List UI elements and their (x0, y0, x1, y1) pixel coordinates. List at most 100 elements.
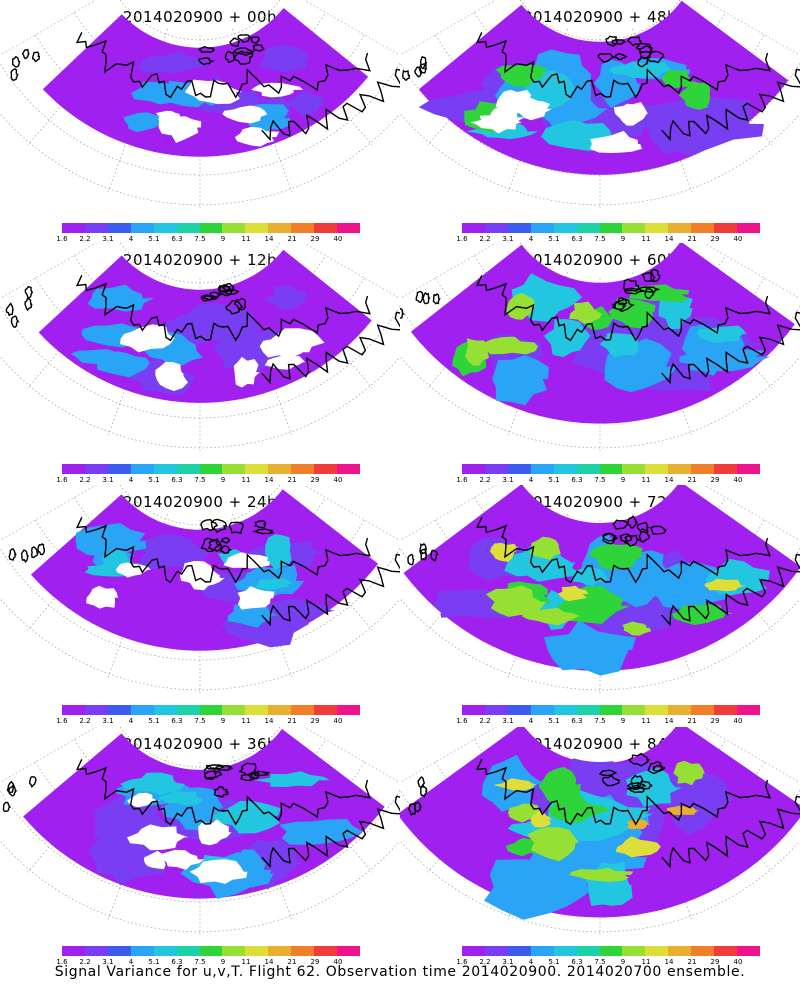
colorbar-tick-label: 3.1 (502, 717, 514, 725)
colorbar-tick-label: 14 (264, 717, 274, 725)
colorbar-labels: 1.6 2.2 3.1 4 5.1 6.3 7.5 9 11 14 21 29 40 (56, 717, 372, 727)
colorbar-swatch (599, 946, 623, 956)
colorbar-tick-label: 1.6 (456, 235, 468, 243)
colorbar-tick-label: 7.5 (594, 717, 606, 725)
map-84h (400, 727, 800, 935)
colorbar-tick-label: 11 (641, 235, 651, 243)
colorbar-swatch (199, 464, 223, 474)
colorbar-swatch (222, 946, 246, 956)
colorbar (462, 705, 760, 715)
colorbar-swatch (576, 223, 600, 233)
panel-title: 2014020900 + 36h (122, 735, 278, 753)
colorbar-tick-label: 5.1 (148, 717, 160, 725)
panel-title: 2014020900 + 24h (122, 493, 278, 511)
panel-title: 2014020900 + 60h (522, 251, 678, 269)
colorbar-tick-label: 3.1 (102, 235, 114, 243)
colorbar-swatch (62, 223, 85, 233)
colorbar-tick-label: 29 (710, 717, 720, 725)
variance-field (42, 8, 369, 157)
colorbar-labels: 1.6 2.2 3.1 4 5.1 6.3 7.5 9 11 14 21 29 40 (56, 958, 372, 968)
colorbar-swatch (314, 946, 338, 956)
colorbar-swatch (176, 464, 200, 474)
panel-title: 2014020900 + 00h (122, 8, 278, 26)
colorbar-swatch (576, 705, 600, 715)
colorbar (462, 223, 760, 233)
colorbar-tick-label: 6.3 (571, 717, 583, 725)
colorbar-swatch (337, 946, 360, 956)
colorbar-tick-label: 9 (220, 717, 226, 725)
colorbar-tick-label: 14 (664, 958, 674, 966)
colorbar-swatch (153, 946, 177, 956)
colorbar-tick-label: 3.1 (102, 958, 114, 966)
panel-title: 2014020900 + 72h (522, 493, 678, 511)
colorbar (62, 464, 360, 474)
colorbar-tick-label: 1.6 (456, 717, 468, 725)
colorbar-tick-label: 5.1 (148, 235, 160, 243)
colorbar-tick-label: 14 (264, 235, 274, 243)
colorbar (62, 946, 360, 956)
colorbar-labels: 1.6 2.2 3.1 4 5.1 6.3 7.5 9 11 14 21 29 40 (456, 958, 772, 968)
coastline (2, 759, 400, 869)
colorbar-swatch (622, 223, 646, 233)
colorbar-swatch (737, 705, 760, 715)
colorbar-tick-label: 3.1 (502, 476, 514, 484)
colorbar-tick-label: 21 (687, 476, 697, 484)
colorbar-swatch (507, 705, 531, 715)
colorbar-swatch (337, 223, 360, 233)
colorbar-labels: 1.6 2.2 3.1 4 5.1 6.3 7.5 9 11 14 21 29 40 (56, 235, 372, 245)
colorbar-swatch (62, 946, 85, 956)
colorbar-swatch (484, 705, 508, 715)
colorbar-swatch (691, 946, 715, 956)
colorbar-swatch (176, 946, 200, 956)
colorbar-tick-label: 7.5 (594, 235, 606, 243)
colorbar-tick-label: 11 (641, 958, 651, 966)
colorbar-swatch (291, 946, 315, 956)
map-panel-12h: 2014020900 + 12h 1.6 2.2 3.1 4 5.1 6.3 7.5 9 11 1… (0, 243, 400, 486)
colorbar-swatch (107, 223, 131, 233)
colorbar-swatch (668, 705, 692, 715)
variance-field (400, 727, 800, 920)
colorbar-tick-label: 29 (710, 476, 720, 484)
colorbar-tick-label: 6.3 (171, 235, 183, 243)
colorbar-swatch (714, 464, 738, 474)
colorbar-tick-label: 7.5 (594, 476, 606, 484)
colorbar-tick-label: 6.3 (571, 476, 583, 484)
colorbar-swatch (691, 464, 715, 474)
colorbar-labels: 1.6 2.2 3.1 4 5.1 6.3 7.5 9 11 14 21 29 40 (56, 476, 372, 486)
colorbar-swatch (314, 464, 338, 474)
colorbar-swatch (530, 464, 554, 474)
colorbar-tick-label: 1.6 (456, 958, 468, 966)
colorbar-tick-label: 3.1 (502, 958, 514, 966)
map-24h (0, 485, 400, 693)
colorbar-swatch (622, 705, 646, 715)
colorbar-labels: 1.6 2.2 3.1 4 5.1 6.3 7.5 9 11 14 21 29 40 (456, 476, 772, 486)
colorbar-swatch (268, 464, 292, 474)
colorbar-swatch (530, 705, 554, 715)
variance-field (403, 485, 800, 676)
colorbar-tick-label: 2.2 (479, 717, 491, 725)
colorbar-swatch (176, 223, 200, 233)
colorbar-swatch (130, 705, 154, 715)
colorbar-tick-label: 29 (310, 717, 320, 725)
colorbar-swatch (62, 705, 85, 715)
colorbar-tick-label: 14 (664, 476, 674, 484)
colorbar-swatch (291, 705, 315, 715)
map-panel-72h: 2014020900 + 72h 1.6 2.2 3.1 4 5.1 6.3 7.5 9 11 1… (400, 485, 800, 725)
colorbar (462, 464, 760, 474)
colorbar-tick-label: 29 (310, 958, 320, 966)
colorbar-tick-label: 7.5 (194, 958, 206, 966)
colorbar-tick-label: 2.2 (479, 235, 491, 243)
colorbar-tick-label: 11 (241, 958, 251, 966)
colorbar-swatch (668, 946, 692, 956)
coastline (8, 517, 400, 627)
colorbar-swatch (691, 223, 715, 233)
colorbar-tick-label: 29 (710, 958, 720, 966)
colorbar-swatch (62, 464, 85, 474)
colorbar-swatch (599, 223, 623, 233)
colorbar-swatch (130, 946, 154, 956)
colorbar-swatch (507, 223, 531, 233)
colorbar-tick-label: 11 (241, 717, 251, 725)
colorbar-swatch (84, 223, 108, 233)
map-48h (400, 0, 800, 208)
colorbar-tick-label: 1.6 (56, 476, 68, 484)
